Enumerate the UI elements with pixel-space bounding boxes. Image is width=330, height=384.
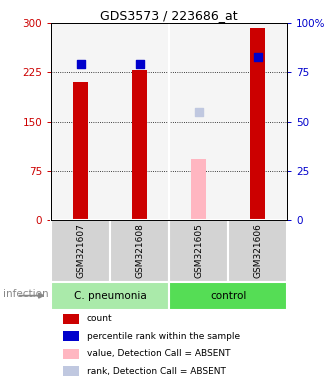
Text: C. pneumonia: C. pneumonia	[74, 291, 147, 301]
Text: count: count	[86, 314, 112, 323]
Bar	[228, 220, 287, 281]
Text: GSM321606: GSM321606	[253, 223, 262, 278]
Bar	[110, 220, 169, 281]
Bar	[169, 281, 287, 310]
Text: rank, Detection Call = ABSENT: rank, Detection Call = ABSENT	[86, 367, 225, 376]
Text: percentile rank within the sample: percentile rank within the sample	[86, 332, 240, 341]
Text: GSM321605: GSM321605	[194, 223, 203, 278]
Text: GSM321608: GSM321608	[135, 223, 144, 278]
Bar	[191, 159, 206, 220]
Bar	[132, 70, 147, 220]
Bar	[63, 349, 80, 359]
Point	[78, 61, 83, 68]
Bar	[73, 82, 88, 220]
Bar	[51, 220, 110, 281]
Bar	[63, 366, 80, 376]
Text: value, Detection Call = ABSENT: value, Detection Call = ABSENT	[86, 349, 230, 358]
Text: control: control	[210, 291, 246, 301]
Title: GDS3573 / 223686_at: GDS3573 / 223686_at	[100, 9, 238, 22]
Bar	[51, 281, 169, 310]
Bar	[169, 220, 228, 281]
Bar	[250, 28, 265, 220]
Bar	[63, 314, 80, 324]
Point	[255, 53, 260, 60]
Text: infection: infection	[3, 289, 49, 299]
Point	[196, 109, 201, 115]
Point	[137, 61, 142, 68]
Bar	[63, 331, 80, 341]
Text: GSM321607: GSM321607	[76, 223, 85, 278]
